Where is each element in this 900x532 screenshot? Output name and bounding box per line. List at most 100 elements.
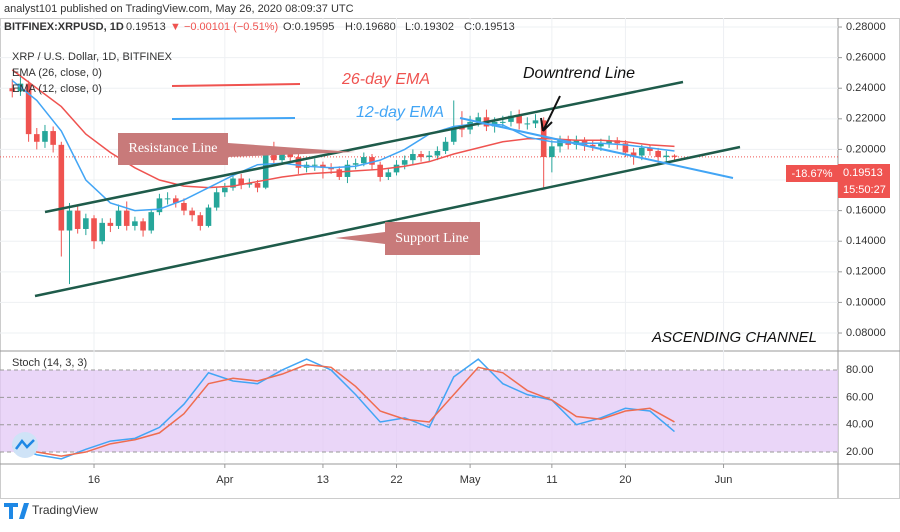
ema12-legend: EMA (12, close, 0) <box>12 83 102 95</box>
candle-body <box>181 202 187 211</box>
candle-body <box>197 215 204 226</box>
candle-body <box>50 131 56 145</box>
ema26-key <box>171 83 301 87</box>
y-tick-label: 60.00 <box>846 391 874 403</box>
y-tick-label: 20.00 <box>846 446 874 458</box>
logo-bubble-icon <box>15 438 35 450</box>
y-tick-label: 0.24000 <box>846 82 886 94</box>
candle-body <box>91 218 97 242</box>
candle-body <box>410 154 416 161</box>
candle-body <box>418 154 424 158</box>
change: ▼ −0.00101 (−0.51%) <box>170 21 278 33</box>
y-tick-label: 0.22000 <box>846 113 886 125</box>
arrow <box>540 95 561 132</box>
candle-body <box>500 121 506 123</box>
tv-logo <box>4 503 29 519</box>
candle-body <box>655 150 661 158</box>
candle-body <box>311 164 318 166</box>
candle-body <box>336 169 343 177</box>
candle-body <box>401 160 408 165</box>
candle-body <box>450 126 457 142</box>
x-tick-label: 22 <box>390 474 402 486</box>
candle-body <box>246 183 253 185</box>
candle-body <box>361 157 367 164</box>
candle-body <box>238 178 244 185</box>
candle-body <box>33 134 40 142</box>
candle-body <box>254 183 261 188</box>
ema-line <box>11 79 675 212</box>
candle-body <box>589 144 596 147</box>
support-callout <box>335 222 480 255</box>
x-tick-label: 13 <box>317 474 329 486</box>
candle-body <box>573 140 580 145</box>
lower-channel <box>34 145 741 298</box>
open: O:0.19595 <box>283 21 334 33</box>
candle-body <box>164 198 171 200</box>
price-tag <box>838 164 890 198</box>
candle-body <box>132 221 138 226</box>
x-tick-label: Apr <box>216 474 233 486</box>
x-tick-label: May <box>460 474 481 486</box>
pct-tag <box>786 165 838 182</box>
close: C:0.19513 <box>464 21 515 33</box>
candle-body <box>148 212 155 231</box>
candle-body <box>66 210 73 231</box>
candle-body <box>369 157 375 165</box>
candle-body <box>140 221 146 231</box>
candle-body <box>123 210 130 226</box>
candle-body <box>663 155 670 158</box>
candle-body <box>549 146 555 158</box>
stoch-line <box>11 358 675 460</box>
upper-channel <box>44 80 684 214</box>
stoch-legend: Stoch (14, 3, 3) <box>12 357 87 369</box>
candle-body <box>426 155 433 158</box>
candle-body <box>393 164 400 173</box>
y-tick-label: 0.16000 <box>846 205 886 217</box>
y-tick-label: 40.00 <box>846 419 874 431</box>
candle-body <box>524 123 531 125</box>
candle-body <box>508 115 514 122</box>
downtrend-note: Downtrend Line <box>523 65 635 82</box>
candle-body <box>606 140 612 144</box>
candle-body <box>262 152 269 188</box>
main-legend: XRP / U.S. Dollar, 1D, BITFINEX <box>12 51 173 63</box>
x-tick-label: 16 <box>88 474 100 486</box>
y-tick-label: 0.10000 <box>846 296 886 308</box>
candle-body <box>99 222 105 242</box>
pct-label: -18.67% <box>792 168 833 180</box>
stoch-line <box>12 363 675 457</box>
candle-body <box>630 152 637 156</box>
x-tick-label: 11 <box>546 474 557 486</box>
candle-body <box>115 210 122 226</box>
downtrend-line <box>459 117 734 179</box>
resistance-callout <box>118 133 355 165</box>
candle-body <box>352 163 359 165</box>
ema12-key <box>171 117 296 120</box>
candle-body <box>205 207 212 226</box>
candle-body <box>287 152 294 158</box>
candle-body <box>213 192 220 208</box>
candle-body <box>271 152 277 161</box>
candle-body <box>442 141 449 151</box>
candle-body <box>230 178 236 188</box>
y-tick-label: 0.26000 <box>846 52 886 64</box>
candle-body <box>516 115 522 124</box>
candle-body <box>385 172 392 177</box>
y-tick-label: 80.00 <box>846 364 874 376</box>
candle-body <box>156 198 163 213</box>
candle-body <box>83 218 89 229</box>
candle-body <box>377 164 383 177</box>
y-tick-label: 0.08000 <box>846 327 886 339</box>
ema26-note: 26-day EMA <box>341 71 430 88</box>
candle-body <box>172 198 179 203</box>
y-tick-label: 0.20000 <box>846 143 886 155</box>
y-tick-label: 0.14000 <box>846 235 886 247</box>
publisher-line: analyst101 published on TradingView.com,… <box>4 3 354 15</box>
candle-body <box>598 143 604 147</box>
candle-body <box>647 147 653 151</box>
candle-body <box>295 157 302 168</box>
candle-body <box>581 140 588 145</box>
candle-body <box>25 83 32 135</box>
brand: TradingView <box>32 503 98 517</box>
